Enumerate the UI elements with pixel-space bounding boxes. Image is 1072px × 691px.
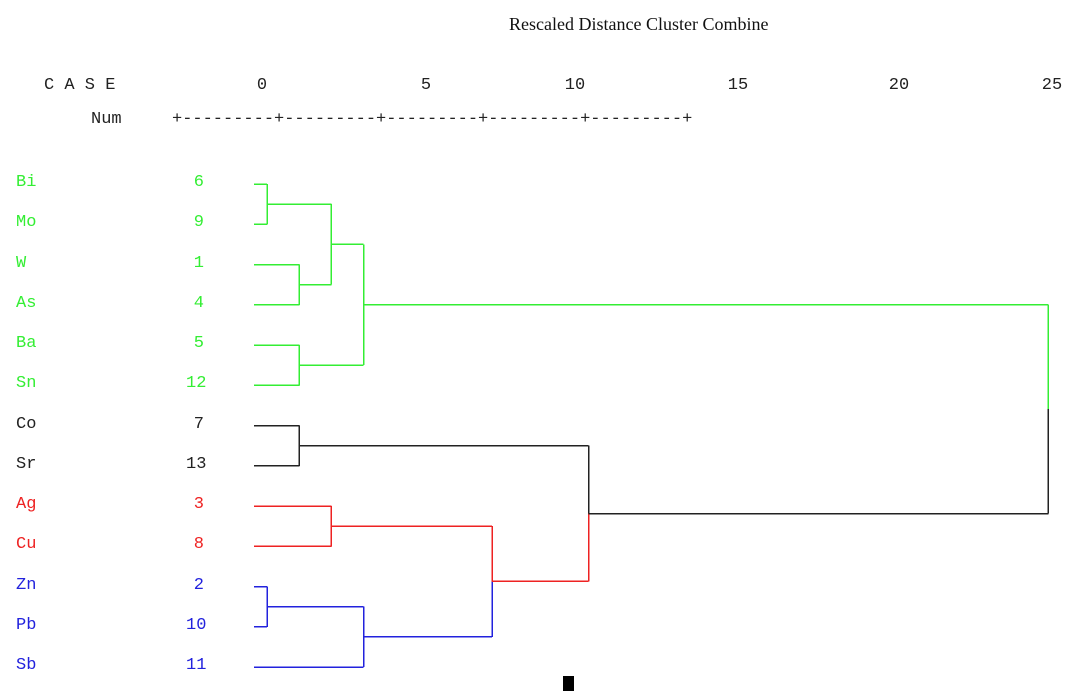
case-name-ba: Ba — [16, 334, 37, 353]
scale-tick-5: 5 — [420, 76, 432, 95]
case-name-sn: Sn — [16, 374, 37, 394]
scale-tick-0: 0 — [256, 76, 268, 95]
case-name-sb: Sb — [16, 656, 37, 675]
scale-tick-10: 10 — [564, 76, 586, 95]
case-name-w: W — [16, 253, 27, 273]
case-num-sr: 13 — [186, 454, 207, 474]
case-num-w: 1 — [193, 253, 204, 273]
case-num-mo: 9 — [193, 213, 204, 233]
case-name-sr: Sr — [16, 454, 37, 474]
case-name-as: As — [16, 293, 37, 313]
case-name-co: Co — [16, 414, 37, 434]
scale-tick-25: 25 — [1041, 76, 1063, 95]
case-num-ba: 5 — [193, 334, 204, 353]
distance-ruler: +---------+---------+---------+---------… — [172, 110, 693, 129]
case-name-zn: Zn — [16, 575, 37, 595]
cursor-mark — [563, 676, 574, 691]
case-name-cu: Cu — [16, 535, 37, 555]
case-num-co: 7 — [193, 414, 204, 434]
case-num-ag: 3 — [193, 495, 204, 514]
case-num-pb: 10 — [186, 615, 207, 635]
case-name-mo: Mo — [16, 213, 37, 233]
case-column-header: C A S E — [44, 76, 116, 95]
case-num-cu: 8 — [193, 535, 204, 555]
num-column-header: Num — [91, 110, 122, 129]
case-name-ag: Ag — [16, 495, 37, 514]
case-num-as: 4 — [193, 293, 204, 313]
case-num-sb: 11 — [186, 656, 207, 675]
case-num-bi: 6 — [193, 173, 204, 192]
case-num-sn: 12 — [186, 374, 207, 394]
case-name-bi: Bi — [16, 173, 37, 192]
scale-tick-15: 15 — [727, 76, 749, 95]
scale-tick-20: 20 — [888, 76, 910, 95]
case-name-pb: Pb — [16, 615, 37, 635]
case-num-zn: 2 — [193, 575, 204, 595]
chart-title: Rescaled Distance Cluster Combine — [509, 14, 769, 34]
